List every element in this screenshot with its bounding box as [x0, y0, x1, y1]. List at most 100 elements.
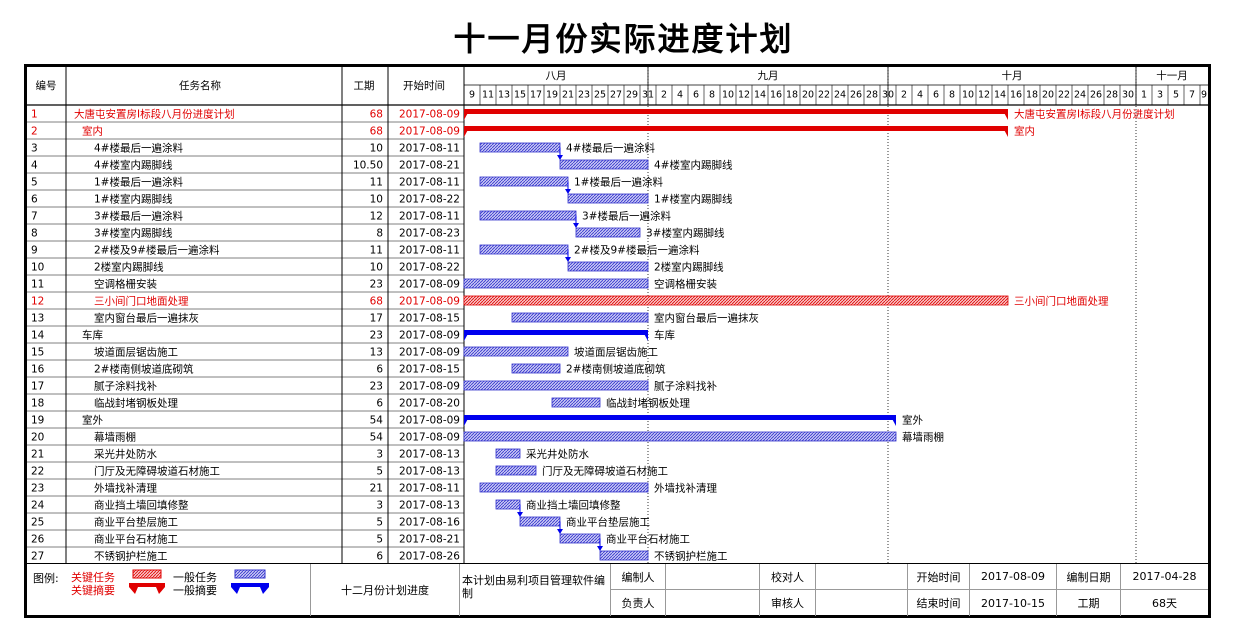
edit-date-value: 2017-04-28 — [1121, 564, 1208, 590]
day-label: 26 — [850, 90, 862, 101]
header-duration: 工期 — [354, 80, 375, 92]
footer: 图例: 关键任务 关键摘要 一般任务 一般摘要 十二月份计划进度 本计划由易利项… — [27, 563, 1208, 616]
cell-id: 17 — [31, 381, 44, 393]
cell-name: 3#楼最后一遍涂料 — [94, 210, 183, 223]
cell-duration: 6 — [376, 364, 383, 376]
cell-duration: 10.50 — [353, 160, 383, 172]
cell-start: 2017-08-09 — [399, 296, 460, 308]
bar-label: 室内 — [1014, 125, 1035, 138]
day-label: 13 — [498, 90, 510, 101]
cell-name: 4#楼室内踢脚线 — [94, 159, 173, 172]
cell-duration: 23 — [370, 381, 383, 393]
dependency-arrow — [557, 155, 563, 160]
cell-duration: 23 — [370, 279, 383, 291]
cell-name: 2楼室内踢脚线 — [94, 261, 164, 274]
month-label: 九月 — [758, 70, 779, 82]
summary-bar — [464, 126, 1008, 131]
task-bar — [479, 482, 649, 493]
month-label: 八月 — [546, 70, 567, 82]
cell-name: 室内 — [82, 125, 103, 138]
day-label: 28 — [1106, 90, 1118, 101]
cell-name: 商业平台石材施工 — [94, 533, 178, 546]
cell-name: 4#楼最后一遍涂料 — [94, 142, 183, 155]
bar-label: 室外 — [902, 414, 923, 427]
day-label: 10 — [962, 90, 974, 101]
cell-name: 2#楼及9#楼最后一遍涂料 — [94, 244, 220, 257]
cell-name: 三小间门口地面处理 — [94, 295, 189, 308]
day-label: 12 — [738, 90, 750, 101]
cell-start: 2017-08-09 — [399, 381, 460, 393]
summary-bar — [464, 109, 1008, 114]
day-label: 24 — [1074, 90, 1086, 101]
cell-id: 6 — [31, 194, 38, 206]
task-rows: 1 大唐屯安置房Ⅰ标段八月份进度计划 68 2017-08-092 室内 68 2017-0… — [27, 108, 464, 564]
dependency-arrow — [565, 257, 571, 262]
cell-duration: 68 — [370, 126, 383, 138]
cell-name: 大唐屯安置房Ⅰ标段八月份进度计划 — [74, 108, 235, 121]
bar-label: 2#楼及9#楼最后一遍涂料 — [574, 244, 700, 257]
cell-start: 2017-08-13 — [399, 466, 460, 478]
header-start: 开始时间 — [403, 79, 445, 92]
bar-label: 商业挡土墙回填修整 — [526, 499, 621, 512]
bar-label: 不锈钢护栏施工 — [654, 550, 728, 563]
day-label: 10 — [722, 90, 734, 101]
end-label: 结束时间 — [908, 590, 970, 616]
task-bar — [479, 142, 561, 153]
dependency-arrow — [517, 512, 523, 517]
cell-duration: 8 — [376, 228, 383, 240]
start-label: 开始时间 — [908, 564, 970, 590]
bar-label: 商业平台垫层施工 — [566, 516, 650, 529]
day-label: 8 — [949, 90, 955, 101]
cell-name: 腻子涂料找补 — [94, 380, 157, 393]
cell-id: 2 — [31, 126, 38, 138]
month-label: 十月 — [1002, 69, 1023, 82]
cell-id: 11 — [31, 279, 44, 291]
task-bar — [495, 448, 521, 459]
cell-duration: 3 — [376, 449, 383, 461]
cell-duration: 6 — [376, 551, 383, 563]
cell-id: 14 — [31, 330, 45, 342]
bar-label: 大唐屯安置房Ⅰ标段八月份进度计划 — [1014, 108, 1175, 121]
cell-id: 4 — [31, 160, 38, 172]
bar-label: 1#楼最后一遍涂料 — [574, 176, 663, 189]
cell-id: 7 — [31, 211, 38, 223]
cell-name: 1#楼最后一遍涂料 — [94, 176, 183, 189]
cell-id: 27 — [31, 551, 44, 563]
bar-label: 车库 — [654, 329, 675, 342]
gantt-frame — [24, 64, 1211, 618]
legend-normal-summary-swatch — [231, 583, 269, 594]
cell-start: 2017-08-23 — [399, 228, 460, 240]
cell-duration: 6 — [376, 398, 383, 410]
cell-name: 空调格栅安装 — [94, 278, 157, 291]
task-bar — [463, 278, 649, 289]
summary-start-marker — [464, 126, 470, 137]
cell-id: 25 — [31, 517, 44, 529]
cell-duration: 17 — [370, 313, 383, 325]
day-label: 5 — [1173, 90, 1179, 101]
task-bar — [559, 159, 649, 170]
cell-name: 幕墙雨棚 — [94, 431, 136, 444]
cell-start: 2017-08-09 — [399, 330, 460, 342]
bar-label: 2楼室内踢脚线 — [654, 261, 724, 274]
task-bar — [463, 431, 897, 442]
cell-duration: 5 — [376, 517, 383, 529]
cell-name: 门厅及无障碍坡道石材施工 — [94, 465, 220, 478]
task-bar — [575, 227, 641, 238]
cell-name: 室内窗台最后一遍抹灰 — [94, 312, 199, 325]
owner-value — [666, 590, 760, 616]
cell-id: 3 — [31, 143, 38, 155]
plan-name: 十二月份计划进度 — [310, 564, 460, 616]
day-label: 16 — [1010, 90, 1022, 101]
cell-start: 2017-08-20 — [399, 398, 460, 410]
cell-start: 2017-08-09 — [399, 279, 460, 291]
cell-name: 室外 — [82, 414, 103, 427]
checker-value — [816, 564, 908, 590]
editor-label: 编制人 — [610, 564, 666, 590]
cell-start: 2017-08-09 — [399, 432, 460, 444]
bar-label: 腻子涂料找补 — [654, 380, 717, 393]
bar-label: 4#楼最后一遍涂料 — [566, 142, 655, 155]
cell-start: 2017-08-11 — [399, 483, 460, 495]
cell-id: 8 — [31, 228, 38, 240]
start-value: 2017-08-09 — [970, 564, 1057, 590]
cell-start: 2017-08-11 — [399, 143, 460, 155]
